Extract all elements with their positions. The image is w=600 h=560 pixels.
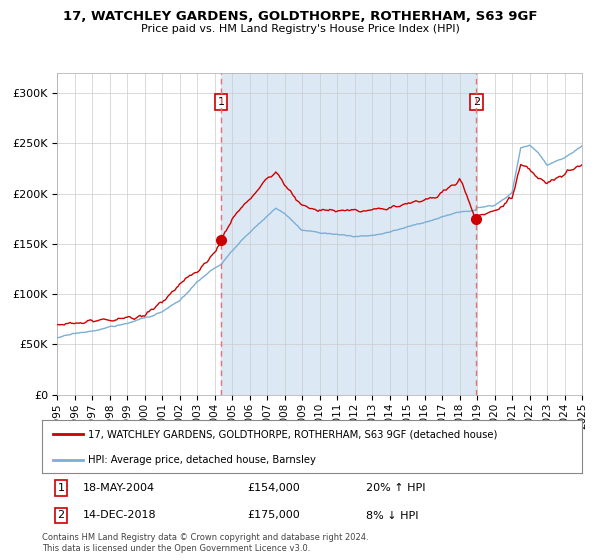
Text: 17, WATCHLEY GARDENS, GOLDTHORPE, ROTHERHAM, S63 9GF (detached house): 17, WATCHLEY GARDENS, GOLDTHORPE, ROTHER… [88,430,497,440]
Text: 2: 2 [58,511,64,520]
Text: 14-DEC-2018: 14-DEC-2018 [83,511,156,520]
Text: Contains HM Land Registry data © Crown copyright and database right 2024.: Contains HM Land Registry data © Crown c… [42,533,368,542]
Text: This data is licensed under the Open Government Licence v3.0.: This data is licensed under the Open Gov… [42,544,310,553]
Text: 17, WATCHLEY GARDENS, GOLDTHORPE, ROTHERHAM, S63 9GF: 17, WATCHLEY GARDENS, GOLDTHORPE, ROTHER… [63,10,537,23]
Text: 1: 1 [58,483,64,493]
Text: 1: 1 [218,97,224,107]
Bar [221,73,476,395]
Text: 20% ↑ HPI: 20% ↑ HPI [366,483,425,493]
Text: Price paid vs. HM Land Registry's House Price Index (HPI): Price paid vs. HM Land Registry's House … [140,24,460,34]
Text: 8% ↓ HPI: 8% ↓ HPI [366,511,419,520]
Text: £154,000: £154,000 [247,483,300,493]
Text: 2: 2 [473,97,480,107]
Text: £175,000: £175,000 [247,511,300,520]
Text: 18-MAY-2004: 18-MAY-2004 [83,483,155,493]
Text: HPI: Average price, detached house, Barnsley: HPI: Average price, detached house, Barn… [88,455,316,465]
